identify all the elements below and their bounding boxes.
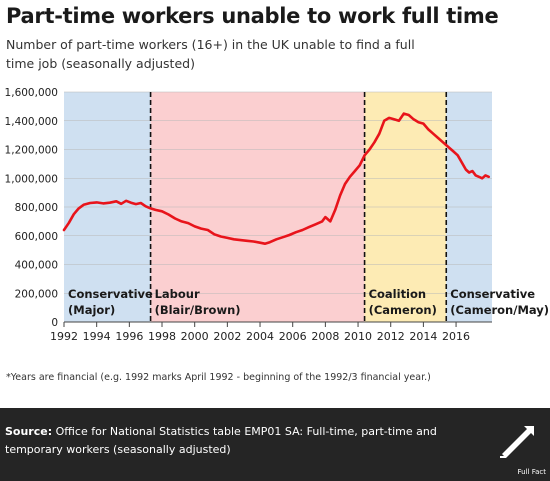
source-description: Office for National Statistics table EMP… bbox=[5, 425, 437, 456]
y-tick-label: 200,000 bbox=[15, 288, 58, 300]
full-fact-logo-icon bbox=[500, 426, 534, 458]
y-tick-label: 0 bbox=[51, 317, 58, 329]
y-tick-label: 1,600,000 bbox=[5, 87, 58, 99]
source-bar: Source: Office for National Statistics t… bbox=[0, 408, 550, 481]
period-label-name: Conservative bbox=[68, 287, 153, 301]
x-tick-label: 1998 bbox=[148, 330, 176, 343]
y-tick-label: 800,000 bbox=[15, 202, 58, 214]
period-label-leader: (Cameron/May) bbox=[450, 303, 549, 317]
x-tick-label: 2010 bbox=[344, 330, 372, 343]
y-tick-label: 1,400,000 bbox=[5, 116, 58, 128]
x-axis: 1992 1994 1996 1998 2000 2002 2004 2006 2008 2010… bbox=[50, 321, 492, 343]
x-tick-label: 1994 bbox=[83, 330, 111, 343]
source-label: Source: bbox=[5, 425, 53, 438]
x-tick-label: 2000 bbox=[181, 330, 209, 343]
chart-subtitle: Number of part-time workers (16+) in the… bbox=[6, 37, 415, 71]
source-text: Source: Office for National Statistics t… bbox=[5, 423, 475, 459]
footnote: *Years are financial (e.g. 1992 marks Ap… bbox=[6, 372, 431, 383]
period-label-name: Conservative bbox=[450, 287, 535, 301]
x-tick-label: 2014 bbox=[409, 330, 437, 343]
x-tick-label: 2016 bbox=[442, 330, 470, 343]
data-line bbox=[62, 112, 491, 245]
logo-text: Full Fact bbox=[517, 468, 546, 476]
y-tick-label: 1,200,000 bbox=[5, 145, 58, 157]
line-chart: 0 200,000 400,000 600,000 800,000 1,000,000 1,… bbox=[5, 87, 550, 343]
y-tick-label: 600,000 bbox=[15, 231, 58, 243]
x-tick-label: 2002 bbox=[213, 330, 241, 343]
gridlines bbox=[64, 91, 492, 323]
y-tick-label: 1,000,000 bbox=[5, 173, 58, 185]
series-line bbox=[62, 112, 491, 245]
period-label-name: Coalition bbox=[369, 287, 427, 301]
x-tick-label: 1992 bbox=[50, 330, 78, 343]
x-tick-label: 2012 bbox=[377, 330, 405, 343]
y-axis-tick-labels: 0 200,000 400,000 600,000 800,000 1,000,000 1,… bbox=[5, 87, 58, 329]
period-label-name: Labour bbox=[155, 287, 200, 301]
x-tick-label: 2006 bbox=[279, 330, 307, 343]
x-tick-label: 2004 bbox=[246, 330, 274, 343]
chart-title: Part-time workers unable to work full ti… bbox=[6, 4, 499, 28]
period-label-leader: (Cameron) bbox=[369, 303, 437, 317]
x-tick-label: 1996 bbox=[115, 330, 143, 343]
period-label-leader: (Major) bbox=[68, 303, 115, 317]
y-tick-label: 400,000 bbox=[15, 260, 58, 272]
period-labels: Conservative(Major)Labour(Blair/Brown)Co… bbox=[68, 287, 549, 317]
x-tick-label: 2008 bbox=[311, 330, 339, 343]
period-label-leader: (Blair/Brown) bbox=[155, 303, 241, 317]
